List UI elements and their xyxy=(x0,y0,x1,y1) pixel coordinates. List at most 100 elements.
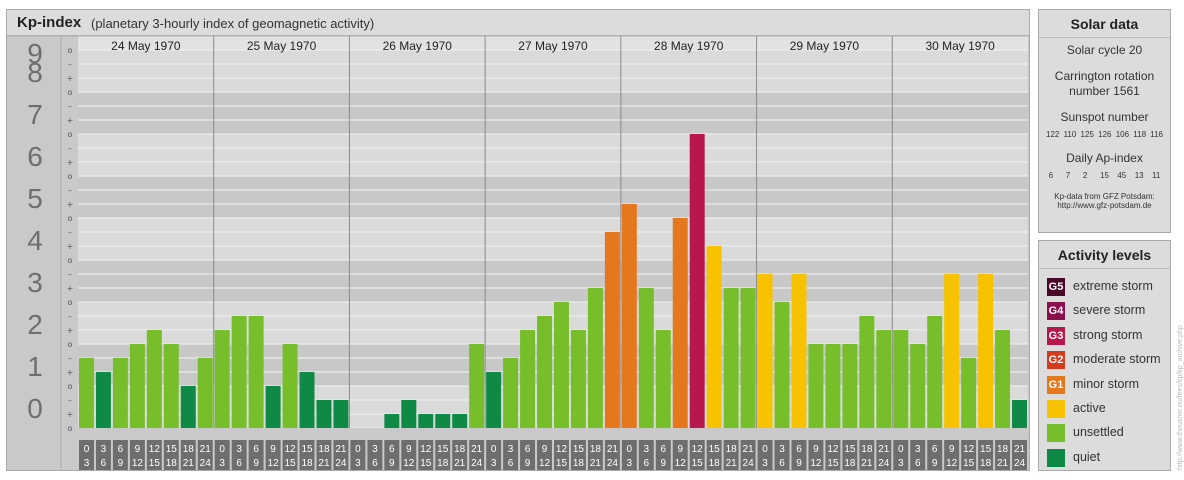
level-swatch xyxy=(1047,448,1065,467)
hour-end-label: 21 xyxy=(861,458,873,469)
hour-start-label: 15 xyxy=(437,444,449,455)
hour-start-label: 15 xyxy=(166,444,178,455)
source-link[interactable]: http://www.gfz-potsdam.de xyxy=(1057,201,1152,210)
hour-start-label: 12 xyxy=(692,444,704,455)
hour-label-box xyxy=(129,440,145,470)
hour-start-label: 21 xyxy=(1014,444,1026,455)
hour-start-label: 18 xyxy=(726,444,738,455)
kp-bar xyxy=(893,330,909,428)
hour-label-box xyxy=(757,440,773,470)
y-tick-label: 0 xyxy=(27,393,43,424)
hour-start-label: 12 xyxy=(827,444,839,455)
hour-end-label: 12 xyxy=(946,458,958,469)
y-minor-mark: – xyxy=(68,60,72,69)
hour-label-box xyxy=(214,440,230,470)
hour-end-label: 6 xyxy=(644,458,650,469)
hour-start-label: 9 xyxy=(949,444,955,455)
level-swatch: G5 xyxy=(1047,278,1065,296)
kp-bar xyxy=(876,330,892,428)
kp-bar xyxy=(689,134,705,428)
hour-end-label: 9 xyxy=(796,458,802,469)
kp-bar xyxy=(333,399,349,428)
day-label: 29 May 1970 xyxy=(790,39,860,53)
hour-end-label: 6 xyxy=(779,458,785,469)
hour-start-label: 15 xyxy=(980,444,992,455)
kp-bar xyxy=(910,344,926,428)
hour-start-label: 21 xyxy=(607,444,619,455)
y-tick-label: 4 xyxy=(27,225,43,256)
hour-label-box xyxy=(706,440,722,470)
hour-end-label: 18 xyxy=(844,458,856,469)
level-label: minor storm xyxy=(1073,376,1139,391)
hour-end-label: 12 xyxy=(403,458,415,469)
hour-end-label: 21 xyxy=(726,458,738,469)
hour-end-label: 6 xyxy=(372,458,378,469)
hour-start-label: 6 xyxy=(660,444,666,455)
level-label: moderate storm xyxy=(1073,352,1161,367)
kp-bar xyxy=(316,399,332,428)
day-label: 30 May 1970 xyxy=(925,39,995,53)
kp-bar xyxy=(995,330,1011,428)
activity-levels-box: Activity levels G5 extreme storm G4 severe … xyxy=(1038,240,1171,471)
hour-start-label: 0 xyxy=(355,444,361,455)
kp-bar xyxy=(265,386,281,428)
kp-bar xyxy=(791,273,807,428)
hour-label-box xyxy=(876,440,892,470)
hour-label-box xyxy=(79,440,94,470)
kp-bar xyxy=(757,273,773,428)
hour-end-label: 12 xyxy=(268,458,280,469)
hour-end-label: 18 xyxy=(437,458,449,469)
hour-label-box xyxy=(655,440,671,470)
hour-end-label: 24 xyxy=(471,458,483,469)
y-minor-mark: – xyxy=(68,144,72,153)
source-line-1: Kp-data from GFZ Potsdam: xyxy=(1054,192,1155,201)
kp-band xyxy=(78,134,1028,176)
kp-bar xyxy=(248,315,264,428)
hour-label-box xyxy=(995,440,1011,470)
hour-start-label: 6 xyxy=(796,444,802,455)
y-minor-mark: – xyxy=(68,228,72,237)
hour-start-label: 21 xyxy=(200,444,212,455)
y-tick-label: 6 xyxy=(27,141,43,172)
activity-levels-heading: Activity levels xyxy=(1039,241,1170,269)
kp-bar xyxy=(1012,399,1027,428)
y-minor-mark: o xyxy=(68,424,73,433)
hour-label-box xyxy=(299,440,315,470)
hour-label-box xyxy=(231,440,247,470)
hour-label-box xyxy=(927,440,943,470)
sunspot-values: 122 110 125 126 106 118 116 xyxy=(1046,130,1163,139)
kp-bar xyxy=(570,330,586,428)
hour-end-label: 9 xyxy=(660,458,666,469)
kp-bar xyxy=(146,330,162,428)
hour-start-label: 9 xyxy=(135,444,141,455)
hour-label-box xyxy=(723,440,739,470)
hour-label-box xyxy=(112,440,128,470)
hour-end-label: 3 xyxy=(898,458,904,469)
day-label: 27 May 1970 xyxy=(518,39,588,53)
hour-label-box xyxy=(689,440,705,470)
y-minor-mark: – xyxy=(68,354,72,363)
hour-start-label: 0 xyxy=(627,444,633,455)
hour-label-box xyxy=(418,440,434,470)
hour-end-label: 21 xyxy=(183,458,195,469)
hour-end-label: 12 xyxy=(132,458,144,469)
kp-band xyxy=(78,176,1028,218)
hour-end-label: 3 xyxy=(355,458,361,469)
hour-label-box xyxy=(401,440,417,470)
hour-label-box xyxy=(961,440,977,470)
sunspot-label: Sunspot number xyxy=(1060,110,1149,124)
kp-bar xyxy=(554,302,569,428)
kp-bar xyxy=(79,357,94,428)
level-swatch: G2 xyxy=(1047,351,1065,370)
hour-end-label: 24 xyxy=(200,458,212,469)
hour-start-label: 18 xyxy=(183,444,195,455)
hour-start-label: 21 xyxy=(878,444,890,455)
hour-end-label: 21 xyxy=(997,458,1009,469)
carrington-line-2: number 1561 xyxy=(1069,84,1140,98)
kp-bar xyxy=(95,372,111,428)
hour-label-box xyxy=(435,440,451,470)
y-minor-mark: – xyxy=(68,270,72,279)
hour-label-box xyxy=(163,440,179,470)
hour-label-box xyxy=(350,440,366,470)
hour-label-box xyxy=(672,440,688,470)
